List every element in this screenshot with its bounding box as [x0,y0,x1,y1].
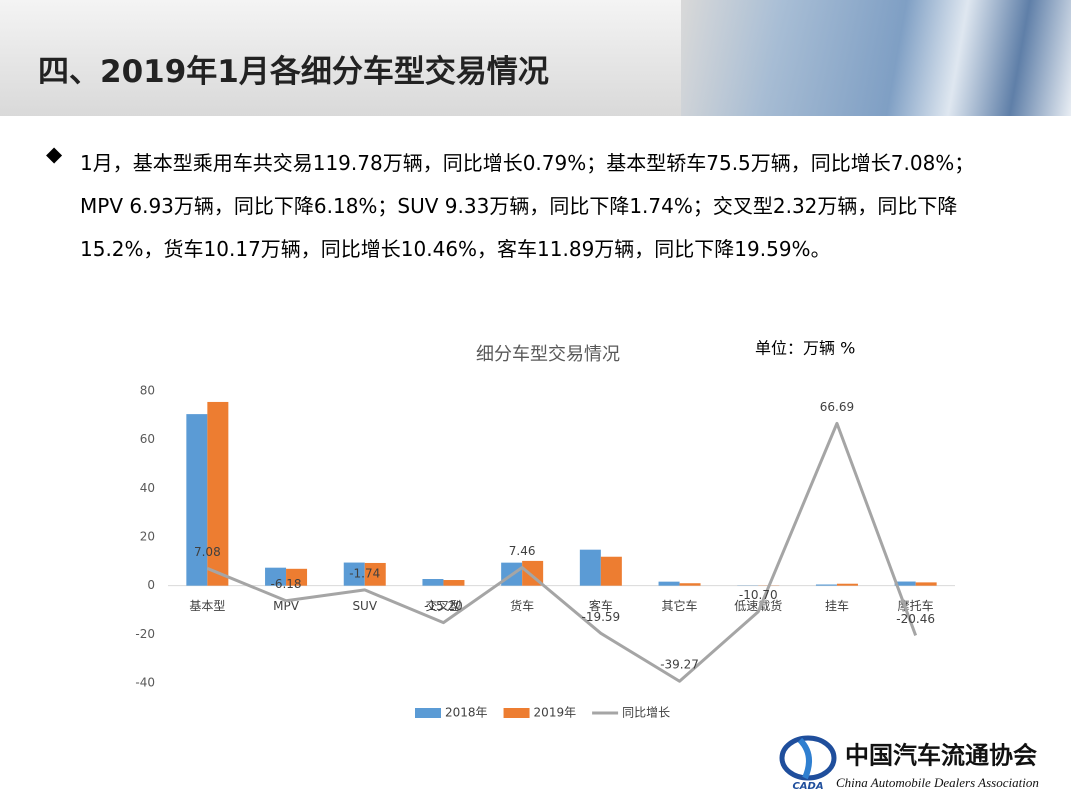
chart-title: 细分车型交易情况 [476,344,620,365]
data-label: 7.08 [194,545,221,559]
bar [207,401,229,586]
bar [658,581,680,586]
bar [265,567,287,586]
bar [894,581,916,586]
legend-label: 同比增长 [622,706,670,720]
bar [186,414,208,586]
data-label: -10.70 [739,588,778,602]
bar [815,584,837,586]
bar [600,556,622,586]
data-label: -19.59 [582,610,621,624]
x-tick-label: 其它车 [662,598,698,613]
y-tick-label: -20 [135,627,155,641]
unit-note: 单位：万辆 % [755,339,855,358]
header-photo [681,0,1071,116]
header-band [0,0,1071,116]
bar [679,583,701,586]
x-tick-label: 客车 [589,598,613,613]
slide-title: 四、2019年1月各细分车型交易情况 [38,54,549,90]
y-tick-label: 40 [140,481,155,495]
bullet-text: 1月，基本型乘用车共交易119.78万辆，同比增长0.79%；基本型轿车75.5… [80,151,975,261]
x-tick-label: MPV [273,599,300,613]
legend-label: 2018年 [445,706,488,720]
data-label: 7.46 [509,544,536,558]
y-tick-label: 0 [147,578,155,592]
data-label: -15.20 [424,599,463,613]
legend-swatch [503,708,530,718]
legend-label: 2019年 [534,706,577,720]
bar [343,562,365,586]
data-label: -20.46 [896,612,935,626]
logo-english: China Automobile Dealers Association [836,775,1039,790]
y-tick-label: 20 [140,530,155,544]
bar [836,583,858,586]
x-tick-label: 低速载货 [734,598,782,613]
bar [579,549,601,586]
logo-swoosh [797,737,812,780]
bar [443,580,465,586]
data-label: -39.27 [660,658,699,672]
bullet-icon: ◆ [46,142,63,166]
y-tick-label: -40 [135,676,155,690]
y-tick-label: 80 [140,384,155,398]
logo: CADA 中国汽车流通协会 China Automobile Dealers A… [779,735,1039,792]
logo-abbr: CADA [792,781,823,792]
data-label: -6.18 [271,577,302,591]
x-tick-label: 基本型 [189,599,225,613]
logo-name: 中国汽车流通协会 [845,741,1037,770]
x-tick-label: 挂车 [825,598,849,613]
data-label: 66.69 [820,400,854,414]
bar [364,562,386,586]
x-tick-label: SUV [352,599,377,613]
x-tick-label: 交叉型 [425,598,461,613]
bar [422,578,444,586]
bar [915,582,937,586]
x-tick-label: 货车 [510,598,534,613]
data-label: -1.74 [349,566,380,580]
y-tick-label: 60 [140,432,155,446]
bar [286,568,308,586]
legend-swatch [415,708,441,718]
line-series [206,421,918,683]
